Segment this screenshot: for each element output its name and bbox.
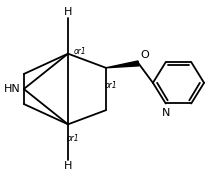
Text: H: H xyxy=(64,7,72,17)
Text: or1: or1 xyxy=(73,47,86,56)
Text: HN: HN xyxy=(4,84,21,94)
Text: or1: or1 xyxy=(67,134,79,143)
Polygon shape xyxy=(106,61,139,68)
Text: N: N xyxy=(162,108,170,118)
Text: O: O xyxy=(140,50,149,60)
Text: or1: or1 xyxy=(105,81,118,90)
Text: H: H xyxy=(64,161,72,171)
